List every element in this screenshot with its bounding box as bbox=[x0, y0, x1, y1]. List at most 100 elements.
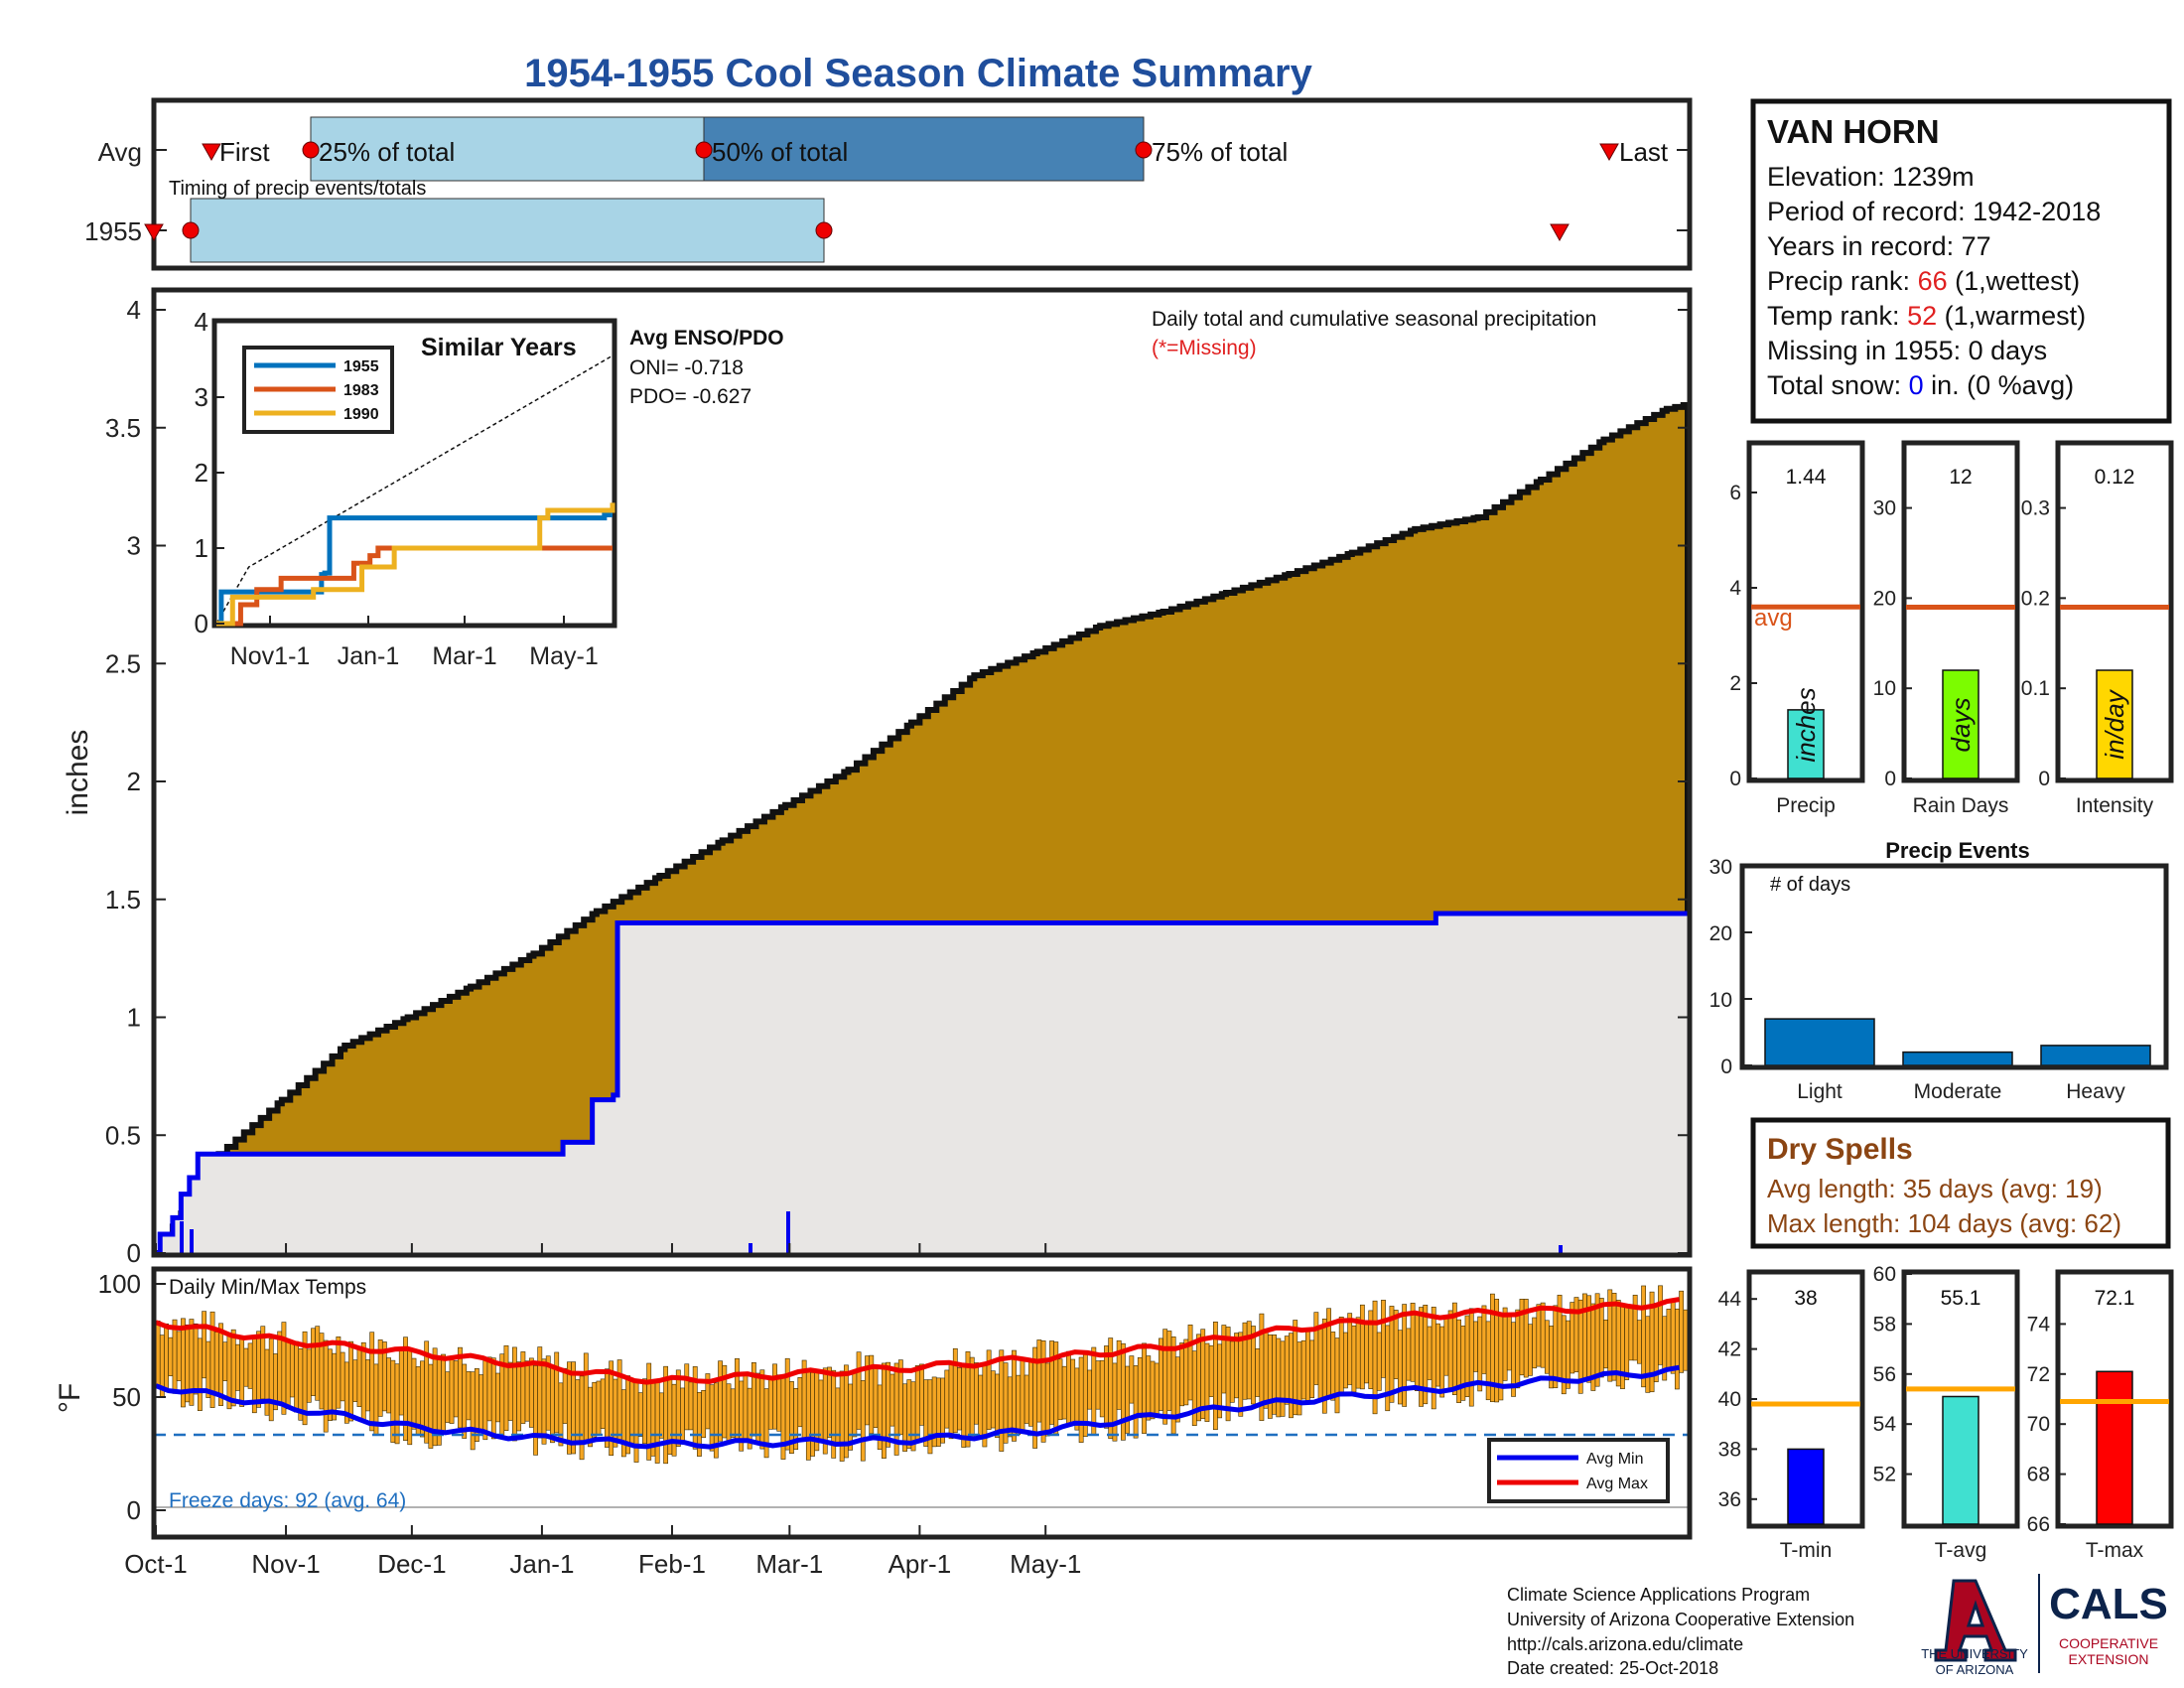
university-of-arizona-logo: THE UNIVERSITY OF ARIZONA CALS COOPERATI… bbox=[1921, 1574, 2168, 1677]
daily-temp-bar bbox=[637, 1392, 643, 1438]
month-tick-label: Feb-1 bbox=[638, 1549, 706, 1579]
inset-xtick-label: May-1 bbox=[529, 642, 598, 670]
mini-ytick-label: 30 bbox=[1873, 497, 1896, 520]
daily-temp-bar bbox=[852, 1370, 858, 1438]
daily-temp-bar bbox=[1208, 1344, 1214, 1397]
month-tick-label: Mar-1 bbox=[755, 1549, 823, 1579]
daily-temp-bar bbox=[486, 1356, 492, 1422]
daily-temp-bar bbox=[1398, 1330, 1403, 1405]
daily-temp-bar bbox=[1393, 1310, 1399, 1379]
temp-mini-t-min: 36 38 40 42 44 38 T-min bbox=[1718, 1269, 1865, 1562]
daily-temp-bar bbox=[386, 1357, 392, 1414]
daily-temp-bar bbox=[495, 1372, 500, 1423]
daily-temp-bar bbox=[1263, 1332, 1269, 1409]
daily-temp-bar bbox=[633, 1381, 639, 1463]
daily-temp-bar bbox=[1406, 1328, 1412, 1381]
daily-temp-bar bbox=[1481, 1305, 1487, 1374]
pdo-value: PDO= -0.627 bbox=[629, 385, 751, 408]
mini-category-label: Intensity bbox=[2076, 794, 2154, 817]
daily-temp-bar bbox=[1347, 1313, 1353, 1385]
marker-75-avg bbox=[1135, 141, 1153, 159]
daily-temp-bar bbox=[256, 1331, 261, 1408]
daily-temp-bar bbox=[927, 1379, 933, 1455]
main-ytick-label: 1 bbox=[127, 1003, 141, 1033]
daily-temp-bar bbox=[1036, 1339, 1042, 1423]
label-25: 25% of total bbox=[319, 137, 455, 167]
daily-temp-bar bbox=[1174, 1356, 1180, 1423]
inset-xtick-label: Nov1-1 bbox=[230, 642, 311, 670]
daily-temp-bar bbox=[445, 1371, 451, 1423]
temp-mini-ytick-label: 56 bbox=[1873, 1363, 1896, 1386]
daily-temp-bar bbox=[759, 1369, 765, 1450]
temp-mini-bar bbox=[2096, 1370, 2133, 1525]
daily-temp-bar bbox=[726, 1383, 732, 1443]
daily-temp-bar bbox=[1447, 1310, 1453, 1390]
daily-temp-bar bbox=[1221, 1325, 1227, 1394]
temp-mini-ytick-label: 70 bbox=[2027, 1413, 2050, 1436]
daily-temp-bar bbox=[1636, 1320, 1642, 1364]
daily-temp-bar bbox=[1200, 1329, 1206, 1420]
similar-years-inset: 0 1 2 3 4 Nov1-1 Jan-1 Mar-1 May-1 Similar Year… bbox=[195, 307, 617, 670]
daily-temp-bar bbox=[1146, 1355, 1152, 1421]
temp-mini-bar bbox=[1942, 1395, 1979, 1525]
timing-panel: Avg 1955 First 25% of total 50% of total… bbox=[84, 97, 1693, 271]
daily-temp-bar bbox=[155, 1320, 161, 1386]
daily-temp-bar bbox=[1645, 1316, 1651, 1393]
inset-xtick-label: Mar-1 bbox=[432, 642, 496, 670]
daily-temp-bar bbox=[264, 1348, 270, 1416]
mini-ytick-label: 10 bbox=[1873, 677, 1896, 700]
daily-temp-bar bbox=[458, 1346, 463, 1429]
daily-temp-bar bbox=[197, 1337, 203, 1411]
events-x-axis: Light Moderate Heavy bbox=[1797, 1080, 2125, 1103]
mini-chart-intensity: 0 0.1 0.2 0.3 0.12 in/day Intensity bbox=[2021, 440, 2174, 817]
marker-25-avg bbox=[302, 141, 320, 159]
daily-temp-bar bbox=[995, 1373, 1000, 1439]
main-ytick-label: 3.5 bbox=[105, 413, 141, 443]
daily-temp-bar bbox=[507, 1361, 513, 1421]
station-temp-rank: Temp rank: 52 (1,warmest) bbox=[1767, 301, 2086, 331]
month-tick-label: May-1 bbox=[1010, 1549, 1081, 1579]
daily-temp-bar bbox=[1020, 1359, 1025, 1433]
daily-temp-bar bbox=[701, 1389, 707, 1439]
daily-temp-bar bbox=[1468, 1308, 1474, 1407]
daily-temp-bar bbox=[1154, 1362, 1160, 1417]
mini-ytick-label: 0.2 bbox=[2021, 587, 2050, 610]
events-y-axis: 0 10 20 30 bbox=[1709, 856, 1752, 1078]
daily-temp-bar bbox=[193, 1323, 199, 1395]
daily-temp-bar bbox=[680, 1387, 685, 1442]
daily-temp-bar bbox=[1024, 1374, 1029, 1424]
temp-mini-ytick-label: 52 bbox=[1873, 1464, 1896, 1486]
daily-temp-bar bbox=[1284, 1336, 1290, 1405]
inset-ytick-label: 1 bbox=[195, 533, 208, 563]
legend-avg-min: Avg Min bbox=[1586, 1451, 1644, 1468]
daily-temp-bar bbox=[1658, 1285, 1663, 1365]
station-name: VAN HORN bbox=[1767, 113, 1940, 150]
avg-min-line bbox=[155, 1364, 1680, 1450]
daily-temp-bar bbox=[554, 1351, 560, 1434]
station-missing: Missing in 1955: 0 days bbox=[1767, 336, 2047, 365]
daily-temp-bar bbox=[914, 1365, 920, 1441]
daily-temp-bar bbox=[243, 1347, 249, 1387]
main-ylabel: inches bbox=[62, 730, 94, 816]
daily-temp-bar bbox=[882, 1362, 887, 1459]
daily-temp-bar bbox=[1666, 1309, 1672, 1370]
daily-temp-bar bbox=[1355, 1317, 1361, 1389]
daily-temp-bar bbox=[311, 1328, 316, 1396]
event-bar-heavy bbox=[2040, 1045, 2151, 1066]
daily-temp-bar bbox=[235, 1343, 240, 1391]
daily-temp-bar bbox=[684, 1363, 690, 1431]
main-ytick-label: 2 bbox=[127, 767, 141, 796]
mini-ytick-label: 2 bbox=[1729, 672, 1741, 695]
events-category-label: Heavy bbox=[2066, 1080, 2125, 1103]
daily-temp-bar bbox=[503, 1344, 509, 1432]
daily-temp-bar bbox=[1485, 1321, 1491, 1401]
daily-temp-bar bbox=[1553, 1305, 1559, 1389]
season-1955-fill bbox=[156, 914, 1688, 1253]
daily-temp-bar bbox=[1683, 1309, 1689, 1371]
daily-temp-bar bbox=[1532, 1317, 1538, 1369]
daily-temp-bar bbox=[1515, 1309, 1521, 1389]
footer: Climate Science Applications Program Uni… bbox=[1507, 1574, 2168, 1678]
daily-temp-bar bbox=[1267, 1334, 1273, 1419]
mini-ytick-label: 0.3 bbox=[2021, 497, 2050, 520]
